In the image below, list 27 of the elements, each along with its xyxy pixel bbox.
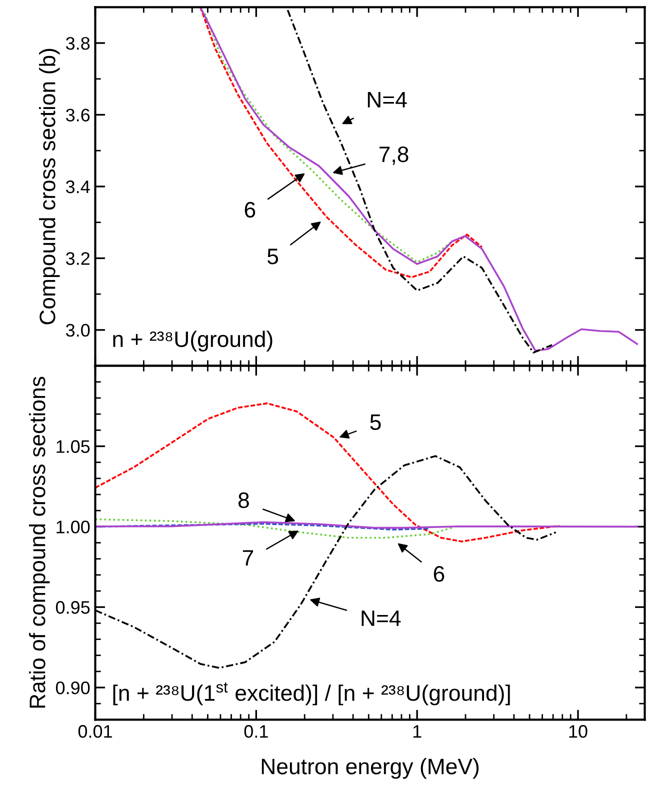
x-tick-label: 10 (569, 725, 588, 738)
annotation: 7,8 (379, 146, 408, 165)
y-tick-label: 3.2 (66, 252, 90, 265)
x-axis-title: Neutron energy (MeV) (262, 758, 479, 779)
y-axis-title: Compound cross section (b) (39, 48, 60, 324)
annotation: 6 (244, 202, 256, 218)
annotation: N=4 (362, 610, 401, 626)
annotation: 8 (238, 492, 249, 508)
y-tick-label: 0.90 (56, 681, 90, 694)
y-tick-label: 3.4 (66, 180, 90, 194)
annotation: n + ²³⁸U(ground) (113, 330, 272, 352)
x-tick-label: 0.01 (78, 725, 112, 738)
x-tick-label: 1 (413, 725, 422, 738)
y-axis-title: Ratio of compound cross sections (28, 376, 50, 708)
y-tick-label: 1.00 (56, 520, 90, 534)
annotation: 5 (268, 248, 278, 264)
annotation: N=4 (368, 92, 407, 108)
y-tick-label: 0.95 (56, 601, 90, 614)
annotation: 7 (242, 550, 254, 566)
annotation: 6 (434, 566, 444, 582)
y-tick-label: 3.0 (66, 324, 90, 337)
y-tick-label: 3.6 (66, 108, 90, 122)
annotation: [n + ²³⁸U(1$^{st}$ excited)] / [n + ²³⁸U(ground)] (113, 682, 510, 706)
x-tick-label: 0.1 (244, 725, 268, 738)
y-tick-label: 1.05 (56, 440, 90, 453)
y-tick-label: 3.8 (66, 36, 90, 50)
annotation: 5 (370, 414, 381, 430)
